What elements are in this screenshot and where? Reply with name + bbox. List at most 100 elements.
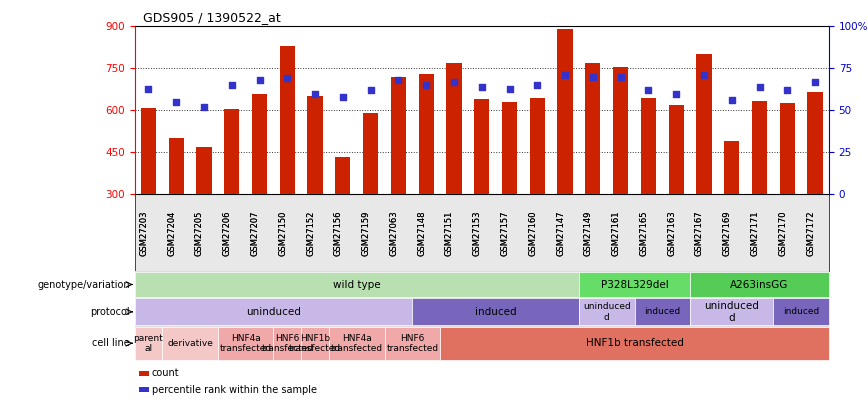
Bar [557, 29, 573, 194]
Text: GSM27153: GSM27153 [473, 210, 482, 256]
Point [641, 87, 655, 94]
Text: HNF6
transfected: HNF6 transfected [386, 334, 438, 353]
Text: GSM27156: GSM27156 [334, 210, 343, 256]
Point [364, 87, 378, 94]
Point [447, 79, 461, 85]
Bar [391, 77, 406, 194]
Text: induced: induced [475, 307, 516, 317]
Text: GSM27165: GSM27165 [640, 210, 648, 256]
Text: GSM27172: GSM27172 [806, 210, 815, 256]
Point [669, 90, 683, 97]
Text: GSM27161: GSM27161 [612, 210, 621, 256]
Text: HNF1b transfected: HNF1b transfected [586, 338, 683, 348]
Text: GSM27205: GSM27205 [195, 210, 204, 256]
Text: A263insGG: A263insGG [730, 279, 789, 290]
Text: HNF4a
transfected: HNF4a transfected [220, 334, 272, 353]
Text: P328L329del: P328L329del [601, 279, 668, 290]
Bar [613, 67, 628, 194]
Text: HNF1b
transfected: HNF1b transfected [289, 334, 341, 353]
Text: HNF4a
transfected: HNF4a transfected [331, 334, 383, 353]
Text: GSM27163: GSM27163 [667, 210, 676, 256]
Bar [502, 102, 517, 194]
Text: GSM27149: GSM27149 [584, 210, 593, 256]
Text: parent
al: parent al [134, 334, 163, 353]
Text: GSM27147: GSM27147 [556, 210, 565, 256]
Bar [474, 99, 490, 194]
Point [475, 83, 489, 90]
Bar [279, 46, 295, 194]
Bar [418, 74, 434, 194]
Text: GSM27160: GSM27160 [529, 210, 537, 256]
Bar [807, 92, 823, 194]
Point [419, 82, 433, 88]
Point [697, 72, 711, 78]
Text: cell line: cell line [93, 338, 130, 348]
Text: GSM27163: GSM27163 [667, 210, 676, 256]
Text: induced: induced [644, 307, 681, 316]
Point [614, 73, 628, 80]
Bar [141, 108, 156, 194]
Text: GSM27171: GSM27171 [751, 210, 760, 256]
Text: GSM27205: GSM27205 [195, 210, 204, 256]
Text: GSM27169: GSM27169 [723, 210, 732, 256]
Bar [168, 139, 184, 194]
Bar [252, 94, 267, 194]
Point [586, 73, 600, 80]
Bar [196, 147, 212, 194]
Point [808, 79, 822, 85]
Text: GDS905 / 1390522_at: GDS905 / 1390522_at [143, 11, 281, 24]
Text: GSM27159: GSM27159 [362, 210, 371, 256]
Text: GSM27203: GSM27203 [140, 210, 148, 256]
Bar [363, 113, 378, 194]
Point [558, 72, 572, 78]
Point [253, 77, 266, 83]
Point [530, 82, 544, 88]
Text: GSM27169: GSM27169 [723, 210, 732, 256]
Text: GSM27152: GSM27152 [306, 210, 315, 256]
Text: GSM27170: GSM27170 [779, 210, 787, 256]
Point [725, 97, 739, 104]
Point [503, 85, 516, 92]
Point [141, 85, 155, 92]
Text: GSM27160: GSM27160 [529, 210, 537, 256]
Text: count: count [152, 368, 180, 378]
Point [753, 83, 766, 90]
Bar [224, 109, 240, 194]
Text: GSM27147: GSM27147 [556, 210, 565, 256]
Text: GSM27171: GSM27171 [751, 210, 760, 256]
Bar [641, 98, 656, 194]
Text: GSM27167: GSM27167 [695, 210, 704, 256]
Point [169, 99, 183, 105]
Bar [529, 98, 545, 194]
Point [308, 90, 322, 97]
Point [391, 77, 405, 83]
Bar [696, 54, 712, 194]
Text: GSM27159: GSM27159 [362, 210, 371, 256]
Text: GSM27148: GSM27148 [418, 210, 426, 256]
Text: percentile rank within the sample: percentile rank within the sample [152, 385, 317, 394]
Text: GSM27204: GSM27204 [168, 210, 176, 256]
Text: GSM27150: GSM27150 [279, 210, 287, 256]
Text: GSM27151: GSM27151 [445, 210, 454, 256]
Bar [335, 157, 351, 194]
Text: wild type: wild type [333, 279, 380, 290]
Text: GSM27150: GSM27150 [279, 210, 287, 256]
Point [280, 75, 294, 82]
Point [197, 104, 211, 110]
Text: GSM27152: GSM27152 [306, 210, 315, 256]
Text: GSM27167: GSM27167 [695, 210, 704, 256]
Text: GSM27206: GSM27206 [223, 210, 232, 256]
Point [780, 87, 794, 94]
Text: GSM27172: GSM27172 [806, 210, 815, 256]
Text: GSM27156: GSM27156 [334, 210, 343, 256]
Text: GSM27153: GSM27153 [473, 210, 482, 256]
Text: uninduced: uninduced [246, 307, 301, 317]
Text: GSM27157: GSM27157 [501, 210, 510, 256]
Text: GSM27148: GSM27148 [418, 210, 426, 256]
Text: GSM27151: GSM27151 [445, 210, 454, 256]
Bar [668, 105, 684, 194]
Text: GSM27063: GSM27063 [390, 210, 398, 256]
Text: GSM27204: GSM27204 [168, 210, 176, 256]
Text: GSM27157: GSM27157 [501, 210, 510, 256]
Text: GSM27170: GSM27170 [779, 210, 787, 256]
